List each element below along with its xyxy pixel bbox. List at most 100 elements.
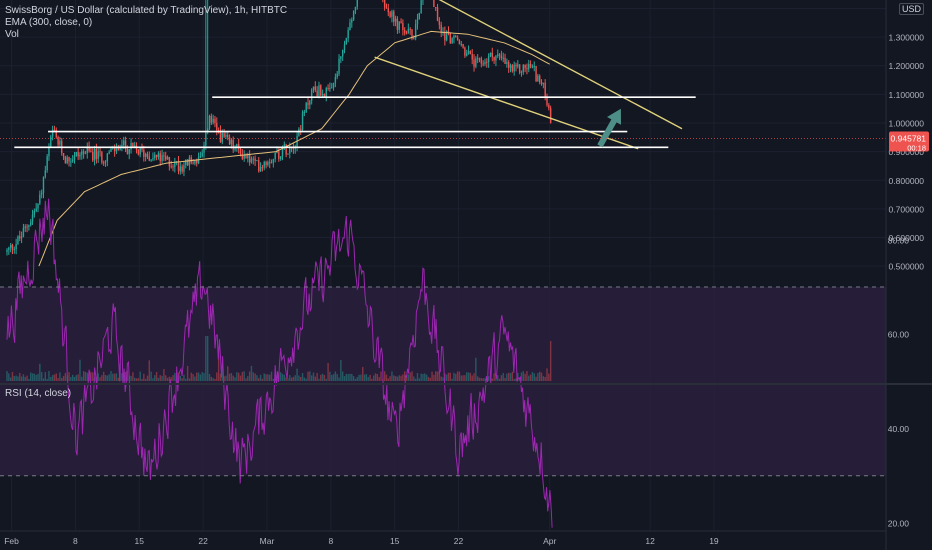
candle-body (248, 154, 251, 163)
candle-body (285, 144, 287, 155)
volume-bar (546, 368, 548, 381)
volume-bar (471, 375, 473, 381)
chart-drawings[interactable] (0, 0, 886, 150)
candle-body (35, 208, 37, 212)
volume-bar (185, 378, 187, 381)
currency-badge[interactable]: USD (898, 3, 924, 15)
candle-body (79, 154, 81, 157)
candle-body (165, 155, 167, 160)
candle-body (383, 0, 386, 8)
candle-body (405, 33, 408, 35)
volume-bar (341, 371, 344, 381)
volume-bar (518, 378, 521, 381)
volume-bar (356, 377, 358, 381)
volume-bar (148, 360, 150, 381)
volume-bar (369, 374, 371, 381)
volume-bar (294, 375, 296, 381)
candle-body (420, 0, 422, 14)
volume-bar (343, 376, 346, 381)
candle-body (205, 132, 207, 146)
candle-body (73, 156, 76, 160)
volume-bar (500, 375, 503, 381)
candle-body (332, 83, 335, 88)
candle-body (115, 146, 118, 152)
volume-bar (464, 375, 466, 381)
candle-body (185, 159, 187, 165)
volume-bar (515, 378, 517, 381)
candle-body (225, 135, 227, 137)
candle-body (121, 145, 123, 147)
candle-body (278, 151, 280, 159)
volume-bar (374, 373, 377, 381)
volume-bar (323, 374, 326, 381)
volume-bar (161, 375, 163, 381)
candle-body (469, 51, 472, 55)
volume-bar (205, 336, 207, 381)
volume-bar (163, 369, 165, 381)
candle-body (203, 145, 205, 153)
time-tick-label: 12 (645, 536, 655, 546)
volume-bar (250, 365, 253, 381)
volume-bar (283, 374, 285, 381)
price-tick-label: 0.500000 (889, 262, 925, 272)
candle-body (177, 161, 180, 172)
volume-bar (265, 374, 267, 381)
candle-body (301, 112, 304, 130)
volume-bar (433, 374, 435, 381)
candle-body (108, 151, 110, 154)
candle-body (6, 249, 8, 252)
candle-body (518, 64, 521, 73)
candle-body (341, 49, 344, 57)
volume-bar (81, 376, 83, 381)
time-tick-label: 15 (390, 536, 400, 546)
volume-bar (528, 375, 530, 381)
candle-body (261, 167, 264, 169)
volume-bar (453, 372, 455, 381)
volume-bar (396, 376, 399, 381)
candle-body (531, 66, 534, 68)
candlesticks (6, 0, 552, 256)
candle-body (234, 147, 236, 150)
candle-body (170, 166, 172, 168)
candle-body (435, 7, 437, 9)
candle-body (498, 54, 501, 56)
volume-bar (436, 371, 439, 381)
candle-body (526, 68, 528, 70)
candle-body (535, 65, 537, 82)
candle-body (351, 19, 353, 23)
volume-bar (509, 373, 512, 381)
volume-bar (227, 366, 229, 381)
candle-body (250, 159, 253, 163)
volume-bar (378, 377, 380, 381)
candle-body (48, 147, 50, 157)
volume-bar (414, 378, 417, 381)
candle-body (50, 136, 52, 148)
volume-legend[interactable]: Vol (5, 29, 19, 40)
candle-body (292, 147, 295, 149)
volume-bar (331, 374, 333, 381)
volume-bar (460, 375, 462, 381)
volume-bar (285, 377, 287, 381)
volume-bar (130, 375, 132, 381)
candle-body (549, 108, 552, 123)
ema-legend[interactable]: EMA (300, close, 0) (5, 17, 93, 28)
rsi-legend[interactable]: RSI (14, close) (5, 388, 72, 399)
volume-bar (329, 371, 331, 381)
candle-body (212, 118, 214, 123)
volume-bar (70, 376, 72, 381)
volume-bar (146, 375, 149, 381)
volume-bar (385, 374, 388, 381)
volume-bar (154, 375, 156, 381)
volume-bar (124, 371, 127, 381)
candle-body (84, 153, 87, 155)
candle-body (95, 148, 98, 159)
candle-body (502, 57, 504, 59)
volume-bar (420, 373, 422, 381)
candle-body (462, 43, 464, 48)
candle-body (482, 63, 484, 65)
volume-bar (254, 373, 256, 381)
volume-bar (59, 372, 61, 381)
volume-bar (75, 375, 78, 381)
volume-bar (143, 373, 145, 381)
